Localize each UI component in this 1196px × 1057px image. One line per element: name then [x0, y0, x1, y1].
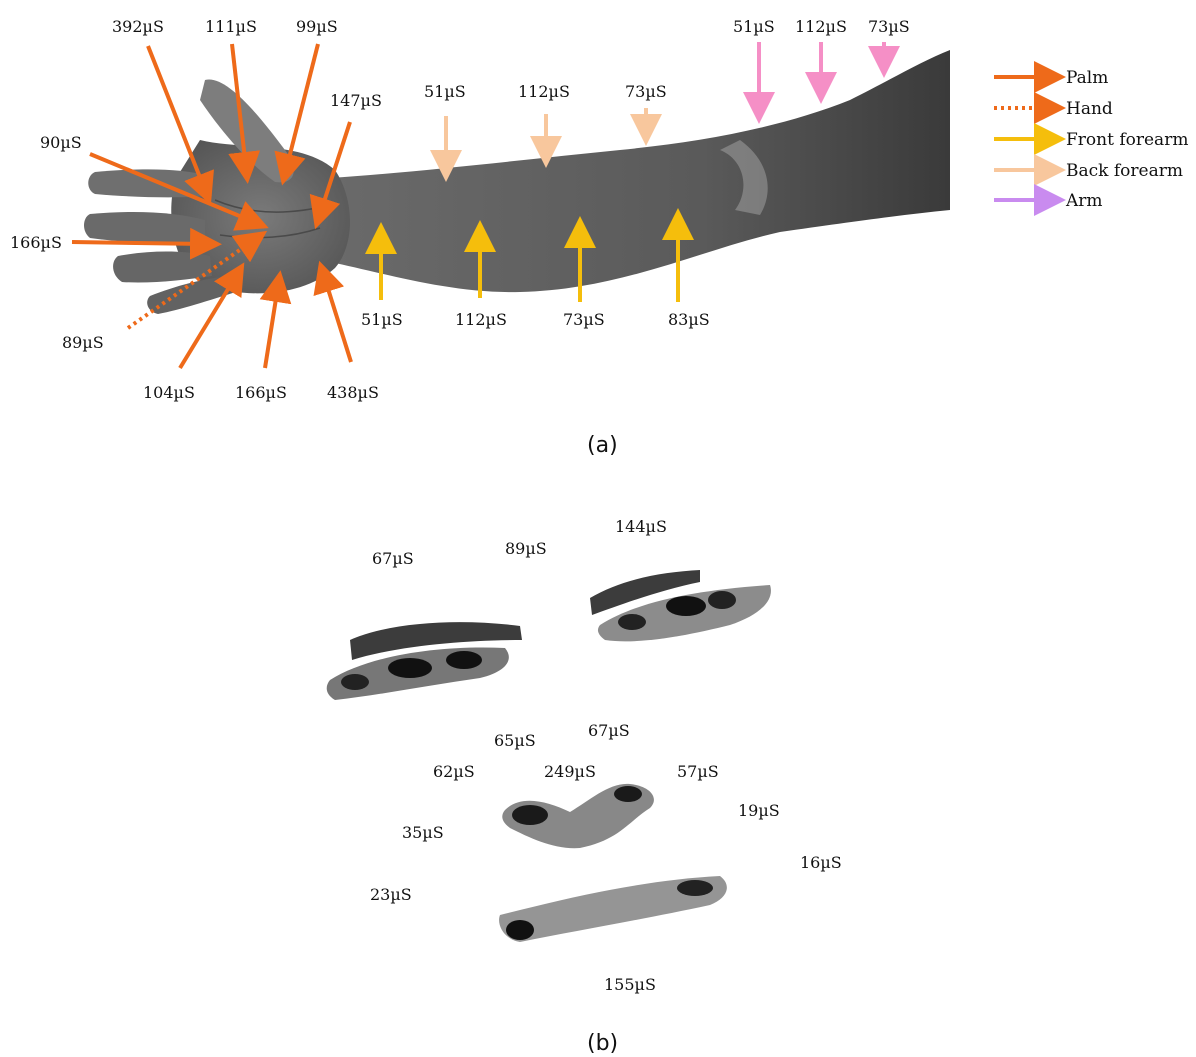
palm-arrow [313, 260, 353, 363]
map-blob [512, 805, 548, 825]
front-forearm-label: 112µS [455, 310, 507, 329]
map-blob [618, 614, 646, 630]
arm-label: 112µS [795, 17, 847, 36]
palm-label: 104µS [143, 383, 195, 402]
palm-label: 392µS [112, 17, 164, 36]
palm-label: 111µS [205, 17, 257, 36]
map-blob [590, 570, 700, 615]
palm-label: 90µS [40, 133, 82, 152]
map-blob [708, 591, 736, 609]
front-forearm-labels: 51µS 112µS 73µS 83µS [361, 310, 710, 329]
finger-4 [147, 276, 236, 314]
panel-a-caption: (a) [587, 433, 618, 458]
back-forearm-label: 112µS [518, 82, 570, 101]
palm-label: 166µS [10, 233, 62, 252]
palm-arrow [146, 45, 214, 205]
palm-arrow [89, 152, 269, 231]
arm-arrows [743, 42, 900, 124]
arm-label: 51µS [733, 17, 775, 36]
finger-3 [113, 251, 212, 283]
legend-label: Back forearm [1066, 161, 1183, 181]
back-forearm-labels: 51µS 112µS 73µS [424, 82, 667, 101]
hand-label: 89µS [62, 333, 104, 352]
hand-arrow [126, 230, 268, 330]
map-blob [677, 880, 713, 896]
front-forearm-label: 73µS [563, 310, 605, 329]
palm-arrow [228, 43, 261, 184]
sensor-label: 155µS [604, 975, 656, 994]
legend-label: Hand [1066, 99, 1113, 119]
arm-labels: 51µS 112µS 73µS [733, 17, 910, 36]
palm-arrows [71, 43, 353, 370]
sensor-label: 16µS [800, 853, 842, 872]
palm-label: 438µS [327, 383, 379, 402]
sensor-label: 89µS [505, 539, 547, 558]
front-forearm-label: 83µS [668, 310, 710, 329]
arm-label: 73µS [868, 17, 910, 36]
front-forearm-arrows [365, 208, 694, 302]
palm-arrow [71, 227, 222, 260]
sensor-label: 62µS [433, 762, 475, 781]
panel-b-caption: (b) [587, 1031, 618, 1056]
map-blob [350, 622, 522, 660]
sensor-label: 144µS [615, 517, 667, 536]
sensor-label: 67µS [588, 721, 630, 740]
palm-label: 99µS [296, 17, 338, 36]
sensor-label: 35µS [402, 823, 444, 842]
map-blob [499, 876, 727, 942]
elbow-highlight [720, 140, 768, 215]
sensor-label: 19µS [738, 801, 780, 820]
sensor-label: 23µS [370, 885, 412, 904]
thumb-silhouette [200, 79, 294, 183]
palm-arrow [309, 121, 352, 230]
finger-1 [88, 169, 212, 198]
palm-arrow [274, 43, 320, 186]
legend-label: Palm [1066, 68, 1108, 88]
sensor-label: 67µS [372, 549, 414, 568]
map-blob [666, 596, 706, 616]
sensor-labels: 67µS 89µS 144µS 65µS 67µS 62µS 249µS 57µ… [370, 517, 842, 994]
sensor-label: 65µS [494, 731, 536, 750]
finger-2 [84, 212, 205, 244]
palm-arrow [178, 262, 245, 370]
legend: Palm Hand Front forearm Back forearm Arm [994, 61, 1188, 216]
back-forearm-label: 73µS [625, 82, 667, 101]
map-blob [341, 674, 369, 690]
arm-photo [84, 50, 950, 314]
front-forearm-label: 51µS [361, 310, 403, 329]
palm-label: 166µS [235, 383, 287, 402]
palm-arrow [259, 270, 292, 369]
palm-label: 147µS [330, 91, 382, 110]
map-blob [388, 658, 432, 678]
back-forearm-label: 51µS [424, 82, 466, 101]
map-blob [502, 783, 654, 849]
map-blob [446, 651, 482, 669]
sensor-map [326, 570, 771, 942]
back-forearm-arrows [430, 108, 662, 182]
map-blob [506, 920, 534, 940]
sensor-label: 57µS [677, 762, 719, 781]
map-blob [614, 786, 642, 802]
legend-label: Arm [1065, 191, 1103, 211]
legend-label: Front forearm [1066, 130, 1188, 150]
palm-labels: 392µS 111µS 99µS 147µS 90µS 166µS 104µS … [10, 17, 382, 402]
sensor-label: 249µS [544, 762, 596, 781]
